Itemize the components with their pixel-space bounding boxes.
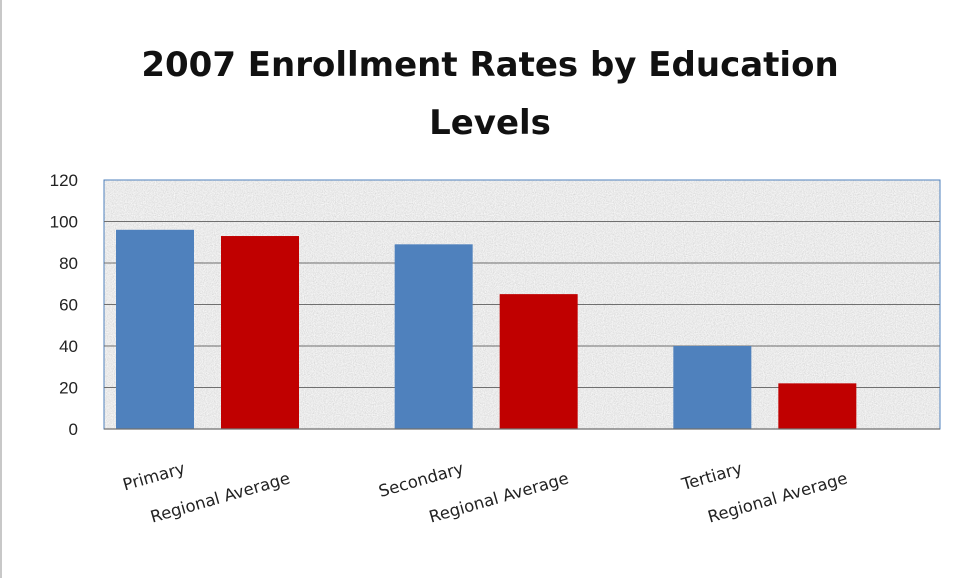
y-tick-label: 120 — [50, 171, 78, 190]
bars — [116, 229, 857, 429]
y-axis: 0 20 40 60 80 100 120 — [50, 171, 78, 439]
bar-4 — [499, 294, 578, 429]
y-tick-label: 0 — [69, 420, 78, 439]
bar-5 — [673, 346, 752, 429]
y-tick-label: 100 — [50, 213, 78, 232]
x-category-label: Tertiary — [679, 459, 745, 495]
y-tick-label: 20 — [59, 379, 78, 398]
y-tick-label: 60 — [59, 296, 78, 315]
bar-2 — [221, 236, 299, 429]
bar-1 — [116, 229, 194, 429]
x-category-label: Primary — [121, 459, 188, 495]
x-category-label: Secondary — [377, 459, 466, 501]
bar-6 — [778, 383, 857, 429]
chart-title: 2007 Enrollment Rates by Education Level… — [141, 45, 839, 143]
bar-3 — [394, 244, 473, 429]
y-tick-label: 40 — [59, 337, 78, 356]
y-tick-label: 80 — [59, 254, 78, 273]
